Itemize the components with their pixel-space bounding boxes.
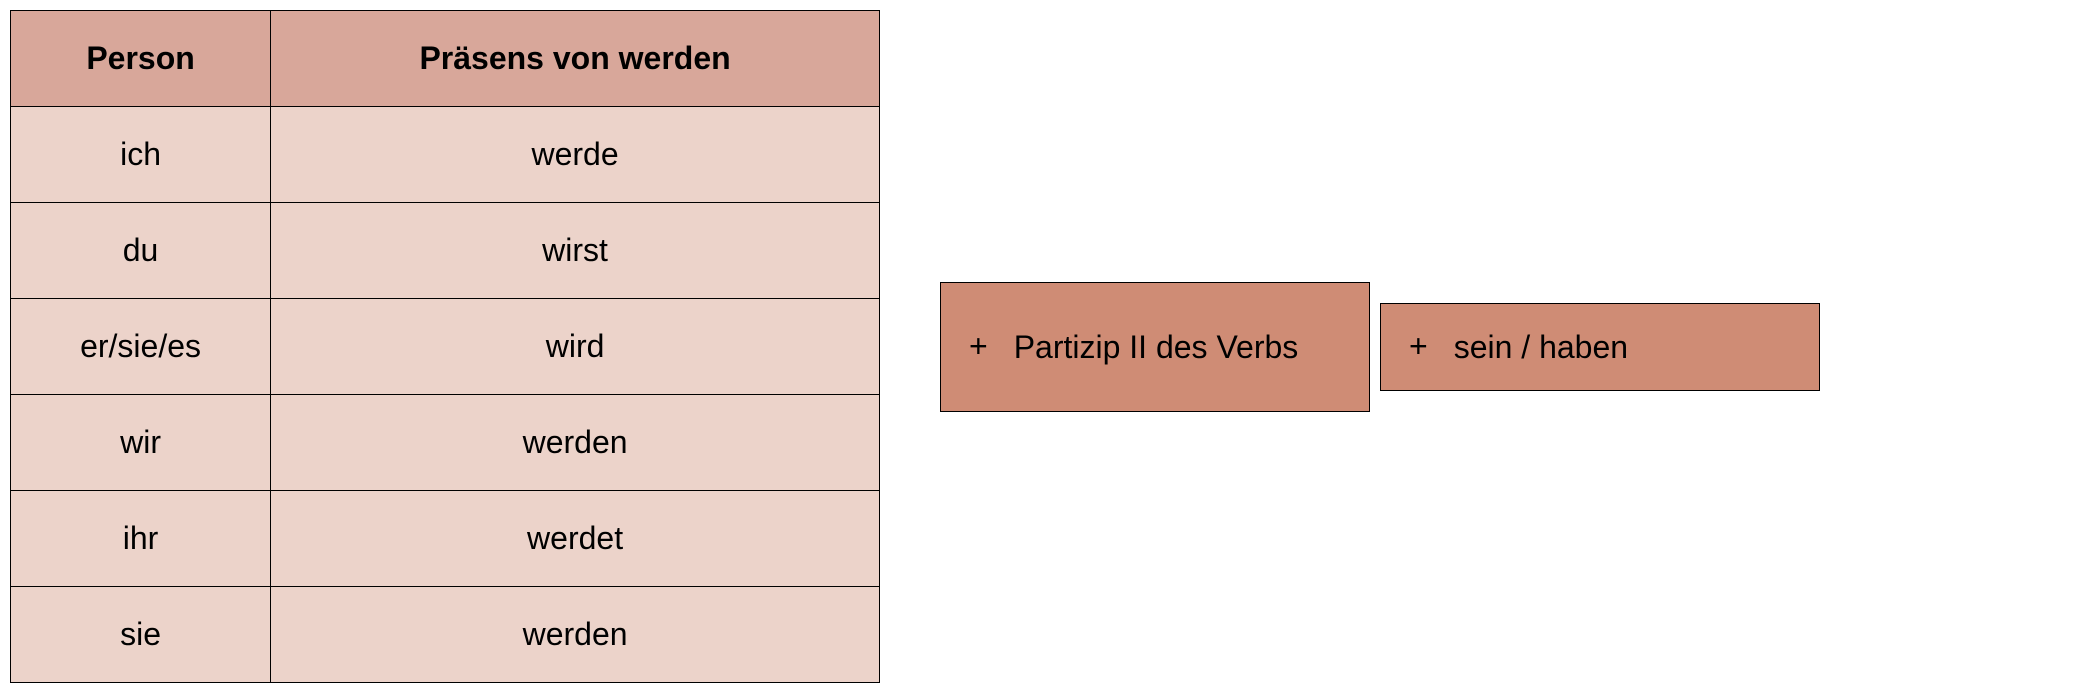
formula-boxes: + Partizip II des Verbs + sein / haben [940,282,1820,412]
plus-icon: + [969,328,988,365]
conjugation-table: Person Präsens von werden ich werde du w… [10,10,880,683]
cell-verb: werde [271,107,880,203]
table-row: wir werden [11,395,880,491]
sein-haben-text: sein / haben [1454,327,1628,367]
cell-person: er/sie/es [11,299,271,395]
cell-verb: werden [271,587,880,683]
table-row: sie werden [11,587,880,683]
plus-icon: + [1409,328,1428,365]
cell-person: wir [11,395,271,491]
cell-person: du [11,203,271,299]
cell-verb: werden [271,395,880,491]
table-row: du wirst [11,203,880,299]
cell-person: ich [11,107,271,203]
sein-haben-box: + sein / haben [1380,303,1820,391]
table-row: ihr werdet [11,491,880,587]
table-row: ich werde [11,107,880,203]
layout-row: Person Präsens von werden ich werde du w… [10,10,2068,683]
cell-verb: werdet [271,491,880,587]
partizip-box: + Partizip II des Verbs [940,282,1370,412]
cell-person: sie [11,587,271,683]
table-row: er/sie/es wird [11,299,880,395]
table-header-row: Person Präsens von werden [11,11,880,107]
col-header-person: Person [11,11,271,107]
cell-verb: wirst [271,203,880,299]
cell-person: ihr [11,491,271,587]
partizip-text: Partizip II des Verbs [1014,327,1299,367]
col-header-praesens: Präsens von werden [271,11,880,107]
cell-verb: wird [271,299,880,395]
